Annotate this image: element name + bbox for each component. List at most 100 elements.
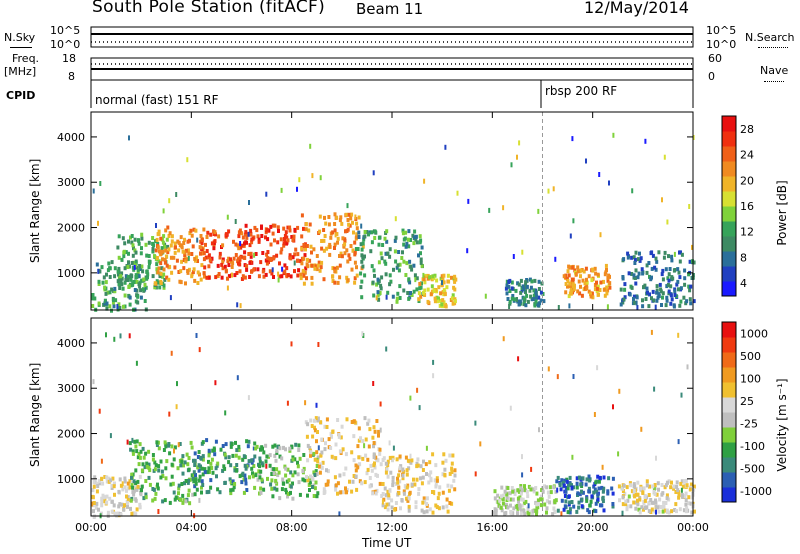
heatmap-cell [163, 498, 167, 503]
heatmap-cell [125, 494, 128, 499]
power-heatmap-panel [91, 112, 696, 313]
heatmap-cell [608, 285, 612, 290]
heatmap-cell [296, 186, 298, 192]
heatmap-cell [119, 274, 123, 279]
heatmap-cell [195, 255, 199, 260]
heatmap-cell [417, 491, 421, 496]
heatmap-cell [645, 479, 649, 484]
heatmap-cell [409, 453, 412, 459]
heatmap-cell [288, 446, 292, 451]
heatmap-cell [272, 256, 276, 261]
heatmap-cell [207, 489, 211, 494]
heatmap-cell [632, 482, 636, 487]
heatmap-cell [319, 462, 323, 467]
heatmap-cell [166, 244, 170, 249]
heatmap-cell [259, 260, 263, 265]
heatmap-cell [521, 497, 525, 502]
heatmap-cell [191, 476, 195, 481]
heatmap-cell [522, 509, 526, 514]
heatmap-cell [294, 442, 298, 447]
heatmap-cell [134, 497, 138, 502]
heatmap-cell [585, 477, 589, 482]
heatmap-cell [564, 290, 568, 295]
heatmap-cell [678, 507, 682, 512]
heatmap-cell [136, 484, 140, 489]
heatmap-cell [191, 270, 195, 275]
heatmap-cell [144, 479, 148, 483]
colorbar-frame [721, 321, 737, 503]
heatmap-cell [154, 491, 158, 496]
heatmap-cell [450, 296, 454, 301]
heatmap-cell [466, 248, 469, 254]
heatmap-cell [452, 478, 456, 483]
heatmap-cell [350, 212, 354, 217]
heatmap-cell [205, 235, 209, 239]
heatmap-cell [340, 424, 344, 429]
heatmap-cell [421, 475, 425, 480]
heatmap-cell [320, 239, 324, 243]
heatmap-cell [388, 282, 392, 287]
heatmap-cell [277, 277, 280, 283]
heatmap-cell [204, 255, 208, 260]
heatmap-cell [265, 261, 269, 266]
heatmap-cell [198, 497, 201, 503]
heatmap-cell [331, 230, 335, 235]
heatmap-cell [638, 497, 642, 502]
heatmap-cell [350, 450, 354, 455]
heatmap-cell [367, 232, 370, 237]
heatmap-cell [279, 237, 283, 242]
heatmap-cell [664, 267, 668, 272]
heatmap-cell [596, 365, 599, 371]
heatmap-cell [200, 485, 203, 490]
heatmap-cell [323, 234, 327, 238]
heatmap-cell [407, 277, 411, 282]
heatmap-cell [293, 260, 296, 266]
heatmap-cell [669, 485, 673, 490]
heatmap-cell [522, 287, 526, 292]
heatmap-cell [409, 291, 412, 295]
heatmap-cell [177, 270, 181, 274]
heatmap-cell [95, 501, 99, 506]
heatmap-cell [527, 512, 531, 517]
heatmap-cell [173, 265, 177, 270]
colorbar-swatch [722, 131, 736, 147]
heatmap-cell [422, 277, 426, 282]
heatmap-cell [321, 460, 325, 465]
heatmap-cell [506, 486, 510, 490]
heatmap-cell [209, 485, 213, 490]
heatmap-cell [422, 459, 425, 464]
nsearch-tick-bottom: 10^0 [706, 38, 737, 51]
heatmap-cell [520, 508, 523, 513]
heatmap-cell [352, 419, 356, 424]
heatmap-cell [441, 280, 443, 286]
heatmap-cell [632, 500, 636, 505]
heatmap-cell [556, 374, 559, 380]
heatmap-cell [111, 476, 115, 481]
heatmap-cell [159, 271, 163, 276]
heatmap-cell [126, 498, 130, 502]
heatmap-cell [291, 496, 295, 501]
heatmap-cell [504, 511, 508, 515]
heatmap-cell [278, 261, 281, 266]
heatmap-cell [602, 287, 606, 292]
heatmap-cell [543, 484, 546, 489]
heatmap-cell [265, 463, 268, 469]
heatmap-cell [168, 451, 172, 456]
heatmap-cell [567, 494, 571, 499]
heatmap-cell [402, 288, 406, 293]
heatmap-cell [442, 452, 446, 457]
heatmap-cell [194, 481, 198, 486]
heatmap-cell [687, 284, 691, 289]
heatmap-cell [655, 298, 659, 303]
heatmap-cell [429, 478, 433, 483]
heatmap-cell [338, 218, 342, 223]
heatmap-cell [128, 295, 132, 300]
heatmap-cell [354, 474, 358, 479]
heatmap-cell [259, 447, 262, 452]
heatmap-cell [231, 453, 235, 458]
heatmap-cell [261, 446, 264, 451]
heatmap-cell [450, 484, 454, 489]
heatmap-cell [97, 479, 101, 484]
